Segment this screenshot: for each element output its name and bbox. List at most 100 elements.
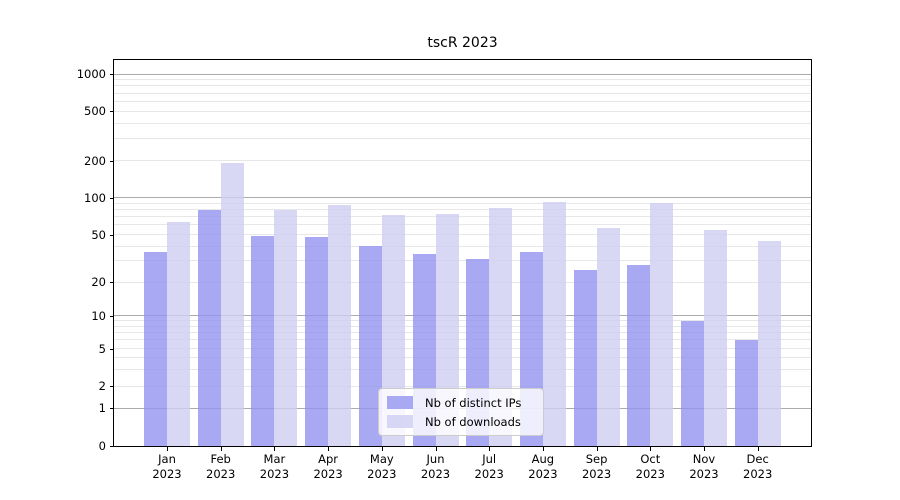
y-tick-mark xyxy=(110,315,114,317)
bar-downloads-dec-2023 xyxy=(757,241,781,446)
bar-distinct-ips-may-2023 xyxy=(358,246,382,446)
x-tick-label: Aug 2023 xyxy=(528,452,558,481)
bar-distinct-ips-mar-2023 xyxy=(251,235,275,446)
x-tick-label: Oct 2023 xyxy=(635,452,665,481)
x-tick-label: Jun 2023 xyxy=(420,452,451,481)
plot-spine-bottom xyxy=(113,446,812,447)
y-tick-mark xyxy=(110,348,114,350)
y-gridline-minor xyxy=(114,122,811,124)
y-gridline-minor xyxy=(114,79,811,81)
y-gridline-minor xyxy=(114,160,811,161)
x-tick-label: Jul 2023 xyxy=(474,452,504,481)
y-tick-mark xyxy=(110,111,114,112)
legend-swatch-downloads xyxy=(387,415,413,428)
bar-downloads-aug-2023 xyxy=(542,201,566,446)
y-gridline-minor xyxy=(114,357,811,359)
y-tick-label: 0 xyxy=(98,439,106,453)
x-tick-label: Apr 2023 xyxy=(313,452,343,481)
y-gridline-minor xyxy=(114,208,811,210)
x-tick-mark xyxy=(757,447,759,451)
y-gridline-minor xyxy=(114,348,811,349)
y-gridline-minor xyxy=(114,281,811,283)
y-tick-mark xyxy=(110,408,114,409)
y-tick-mark xyxy=(110,74,114,75)
y-tick-label: 10 xyxy=(91,308,106,323)
bar-downloads-feb-2023 xyxy=(220,163,244,446)
legend-label-downloads: Nb of downloads xyxy=(425,414,521,429)
y-gridline-minor xyxy=(114,339,811,341)
legend-swatch-distinct-ips xyxy=(387,396,413,409)
y-tick-mark xyxy=(110,446,114,447)
y-tick-mark xyxy=(110,386,114,387)
bar-distinct-ips-jan-2023 xyxy=(144,251,167,446)
y-gridline-minor xyxy=(114,110,811,112)
legend: Nb of distinct IPs Nb of downloads xyxy=(378,388,544,436)
bar-downloads-mar-2023 xyxy=(274,210,298,446)
y-gridline-minor xyxy=(114,331,811,333)
y-tick-label: 100 xyxy=(84,190,106,205)
bar-distinct-ips-nov-2023 xyxy=(681,320,704,446)
bar-distinct-ips-dec-2023 xyxy=(734,339,758,446)
y-gridline-minor xyxy=(114,202,811,204)
y-gridline-minor xyxy=(114,260,811,262)
x-tick-label: Sep 2023 xyxy=(581,452,612,481)
plot-spine-left xyxy=(113,59,114,447)
y-gridline-major xyxy=(114,73,811,75)
bar-downloads-nov-2023 xyxy=(704,230,727,446)
y-gridline-minor xyxy=(114,385,811,387)
y-gridline-minor xyxy=(114,138,811,140)
legend-entry-distinct-ips: Nb of distinct IPs xyxy=(387,396,543,410)
bar-downloads-apr-2023 xyxy=(328,204,352,446)
plot-spine-top xyxy=(113,59,812,60)
y-tick-label: 500 xyxy=(84,104,106,118)
y-gridline-minor xyxy=(114,245,811,247)
y-tick-label: 1000 xyxy=(76,67,106,81)
y-tick-mark xyxy=(110,160,114,162)
legend-label-distinct-ips: Nb of distinct IPs xyxy=(425,395,522,410)
y-tick-label: 2 xyxy=(98,379,106,393)
x-tick-label: May 2023 xyxy=(367,452,397,481)
y-tick-mark xyxy=(110,282,114,283)
bar-distinct-ips-oct-2023 xyxy=(627,264,651,446)
x-tick-mark xyxy=(704,447,705,451)
y-gridline-minor xyxy=(114,224,811,226)
x-tick-mark xyxy=(435,447,437,451)
y-gridline-minor xyxy=(114,320,811,322)
x-tick-mark xyxy=(489,447,491,451)
y-gridline-minor xyxy=(114,216,811,218)
y-gridline-major xyxy=(114,197,811,198)
plot-spine-right xyxy=(811,59,812,447)
bar-downloads-sep-2023 xyxy=(596,227,620,446)
x-tick-mark xyxy=(274,447,276,451)
x-tick-label: Mar 2023 xyxy=(259,452,290,481)
chart-title: tscR 2023 xyxy=(427,35,498,51)
x-tick-mark xyxy=(650,447,652,451)
x-tick-mark xyxy=(381,447,383,451)
y-gridline-minor xyxy=(114,100,811,102)
y-gridline-minor xyxy=(114,325,811,327)
y-gridline-minor xyxy=(114,92,811,94)
x-tick-label: Feb 2023 xyxy=(206,452,236,481)
y-gridline-minor xyxy=(114,85,811,87)
y-gridline-major xyxy=(114,315,811,316)
y-tick-mark xyxy=(110,197,114,199)
bar-downloads-jul-2023 xyxy=(489,208,513,446)
y-tick-label: 50 xyxy=(91,227,106,242)
y-tick-label: 1 xyxy=(98,401,106,415)
y-tick-label: 200 xyxy=(84,153,106,168)
x-tick-mark xyxy=(220,447,222,451)
x-tick-mark xyxy=(542,447,544,451)
x-tick-mark xyxy=(167,447,168,451)
x-tick-mark xyxy=(596,447,598,451)
y-gridline-minor xyxy=(114,368,811,370)
x-tick-label: Jan 2023 xyxy=(152,452,182,481)
bar-distinct-ips-sep-2023 xyxy=(573,270,597,446)
bar-distinct-ips-apr-2023 xyxy=(305,236,329,446)
bar-distinct-ips-feb-2023 xyxy=(197,210,221,446)
y-tick-mark xyxy=(110,234,114,236)
x-tick-label: Dec 2023 xyxy=(743,452,773,481)
y-tick-label: 5 xyxy=(98,341,106,356)
bar-downloads-jan-2023 xyxy=(167,222,190,446)
y-gridline-minor xyxy=(114,234,811,235)
